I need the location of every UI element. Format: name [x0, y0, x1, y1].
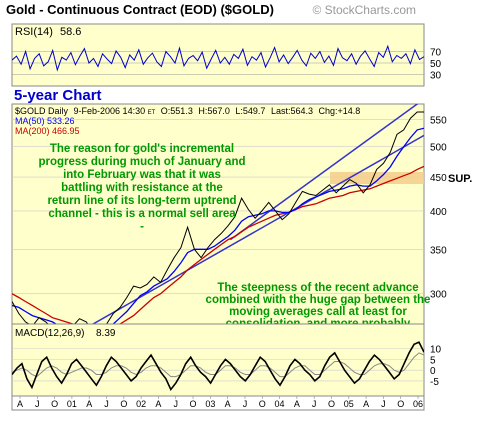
info-tz: ET: [148, 110, 156, 116]
x-tick-label: 02: [136, 399, 146, 409]
macd-tick-label: 0: [430, 366, 436, 377]
x-tick-label: A: [363, 399, 369, 409]
info-low: L:549.7: [235, 106, 265, 116]
x-tick-label: O: [51, 399, 58, 409]
price-tick-label: 450: [430, 173, 447, 184]
x-tick-label: 03: [205, 399, 215, 409]
x-tick-label: O: [397, 399, 404, 409]
price-tick-label: 550: [430, 115, 447, 126]
x-tick-label: 04: [275, 399, 285, 409]
x-tick-label: A: [225, 399, 231, 409]
x-tick-label: O: [259, 399, 266, 409]
rsi-value: 58.6: [60, 26, 81, 38]
channel-upper-line: [229, 104, 419, 241]
x-tick-label: O: [120, 399, 127, 409]
x-tick-label: J: [35, 399, 40, 409]
x-tick-label: J: [381, 399, 386, 409]
price-tick-label: 500: [430, 143, 447, 154]
info-high: H:567.0: [198, 106, 230, 116]
price-info-line: $GOLD Daily 9-Feb-2006 14:30 ET O:551.3 …: [15, 106, 360, 116]
info-last: Last:564.3: [271, 106, 313, 116]
price-line: [12, 111, 424, 324]
ma200-line: [12, 165, 424, 324]
macd-line: [12, 341, 424, 392]
annotation-line: combined with the huge gap between the: [206, 294, 431, 306]
annotation-top: The reason for gold's incremental progres…: [38, 143, 245, 233]
price-tick-label: 350: [430, 245, 447, 256]
x-tick-label: A: [294, 399, 300, 409]
x-tick-label: J: [173, 399, 178, 409]
info-symbol: $GOLD Daily: [15, 106, 69, 116]
support-label: SUP.: [448, 173, 472, 185]
rsi-tick-label: 30: [430, 71, 442, 82]
price-panel: [11, 103, 425, 325]
x-axis-tick-labels: A J O 01 A J O 02 A J O 03 A J O 04 A J O 05 A J O 06: [17, 396, 423, 409]
price-gridlines: [12, 118, 424, 294]
info-change: Chg:+14.8: [319, 106, 361, 116]
annotation-line: battling with resistance at the: [61, 182, 223, 194]
price-tick-label: 300: [430, 290, 447, 301]
annotation-line: The steepness of the recent advance: [217, 282, 418, 294]
x-tick-label: 01: [67, 399, 77, 409]
ma50-label: MA(50) 533.26: [15, 116, 75, 126]
x-tick-label: O: [328, 399, 335, 409]
price-tick-label: 400: [430, 207, 447, 218]
macd-tick-label: -5: [430, 377, 439, 388]
x-tick-label: O: [190, 399, 197, 409]
ma50-line: [12, 127, 424, 324]
annotation-line: channel - this is a normal sell area: [48, 208, 236, 220]
macd-tick-label: 10: [430, 345, 442, 356]
macd-label: MACD(12,26,9): [15, 328, 84, 339]
x-tick-label: J: [104, 399, 109, 409]
annotation-line: moving averages call at least for: [229, 306, 407, 318]
x-tick-label: J: [312, 399, 317, 409]
x-tick-label: A: [17, 399, 23, 409]
info-open: O:551.3: [161, 106, 193, 116]
x-tick-label: 06: [413, 399, 423, 409]
channel-lower-line: [91, 134, 424, 324]
x-tick-label: J: [243, 399, 248, 409]
chart-title: Gold - Continuous Contract (EOD) ($GOLD): [6, 2, 274, 17]
price-tick-labels: 550 500 450 400 350 300: [430, 115, 447, 300]
info-date: 9-Feb-2006 14:30: [74, 106, 146, 116]
x-tick-label: A: [155, 399, 161, 409]
annotation-line: progress during much of January and: [38, 156, 245, 168]
annotation-line: -: [140, 221, 144, 233]
annotation-line: The reason for gold's incremental: [50, 143, 234, 155]
macd-panel: [11, 323, 425, 397]
annotation-line: into February was that it was: [63, 169, 221, 181]
brand-watermark: © StockCharts.com: [312, 3, 416, 17]
annotation-line: return line of its long-term uptrend: [47, 195, 236, 207]
x-tick-label: A: [86, 399, 92, 409]
x-tick-label: 05: [344, 399, 354, 409]
rsi-line: [12, 44, 424, 72]
chart-period-label: 5-year Chart: [14, 87, 102, 104]
rsi-tick-label: 70: [430, 48, 442, 59]
rsi-tick-label: 50: [430, 59, 442, 70]
macd-signal-line: [12, 352, 424, 378]
macd-tick-label: 5: [430, 355, 436, 366]
ma200-label: MA(200) 466.95: [15, 126, 80, 136]
macd-value: 8.39: [96, 328, 116, 339]
rsi-label: RSI(14): [15, 26, 53, 38]
x-axis-band: [11, 395, 425, 411]
